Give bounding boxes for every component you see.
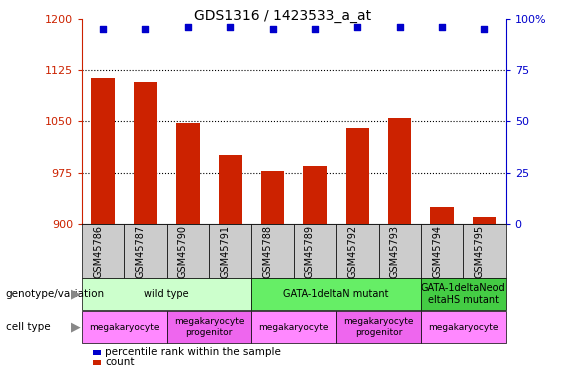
Text: ▶: ▶ — [71, 321, 81, 334]
Text: GSM45787: GSM45787 — [136, 225, 146, 278]
Point — [311, 26, 320, 32]
Text: GATA-1deltaN mutant: GATA-1deltaN mutant — [284, 289, 389, 299]
Text: megakaryocyte: megakaryocyte — [428, 322, 498, 332]
Bar — [431, 207, 454, 224]
Text: megakaryocyte: megakaryocyte — [89, 322, 159, 332]
Text: percentile rank within the sample: percentile rank within the sample — [105, 347, 281, 357]
Text: GSM45786: GSM45786 — [93, 225, 103, 278]
Text: megakaryocyte
progenitor: megakaryocyte progenitor — [174, 318, 244, 337]
Bar — [261, 171, 284, 224]
Text: GSM45791: GSM45791 — [220, 225, 231, 278]
Text: cell type: cell type — [6, 322, 50, 332]
Point — [396, 24, 405, 30]
Text: GSM45794: GSM45794 — [432, 225, 442, 278]
Bar — [134, 82, 157, 224]
Bar — [303, 166, 327, 224]
Bar — [176, 123, 199, 224]
Point — [353, 24, 362, 30]
Point — [98, 26, 107, 32]
Point — [268, 26, 277, 32]
Text: GSM45788: GSM45788 — [263, 225, 273, 278]
Point — [437, 24, 446, 30]
Text: count: count — [105, 357, 134, 367]
Bar — [388, 118, 411, 224]
Text: GATA-1deltaNeod
eltaHS mutant: GATA-1deltaNeod eltaHS mutant — [421, 284, 506, 305]
Point — [183, 24, 192, 30]
Point — [141, 26, 150, 32]
Text: ▶: ▶ — [71, 288, 81, 301]
Bar — [473, 217, 496, 224]
Text: GSM45789: GSM45789 — [305, 225, 315, 278]
Text: GSM45793: GSM45793 — [390, 225, 400, 278]
Bar — [219, 156, 242, 224]
Text: GDS1316 / 1423533_a_at: GDS1316 / 1423533_a_at — [194, 9, 371, 23]
Text: GSM45795: GSM45795 — [475, 225, 485, 278]
Text: wild type: wild type — [145, 289, 189, 299]
Text: megakaryocyte
progenitor: megakaryocyte progenitor — [344, 318, 414, 337]
Bar — [346, 128, 369, 224]
Text: genotype/variation: genotype/variation — [6, 289, 105, 299]
Text: GSM45790: GSM45790 — [178, 225, 188, 278]
Bar — [92, 78, 115, 224]
Text: GSM45792: GSM45792 — [347, 225, 357, 278]
Text: megakaryocyte: megakaryocyte — [259, 322, 329, 332]
Point — [480, 26, 489, 32]
Point — [226, 24, 235, 30]
